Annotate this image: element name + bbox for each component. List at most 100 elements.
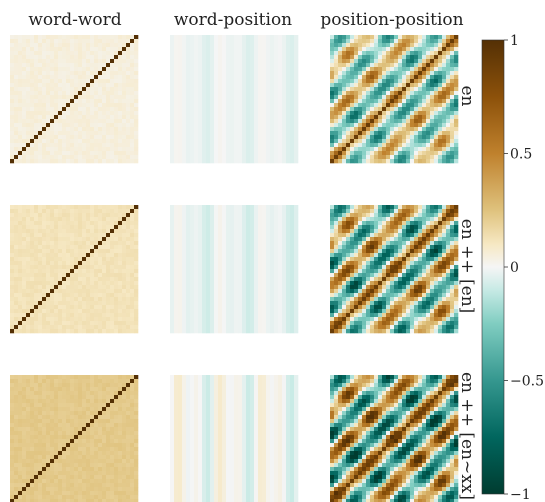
heatmap-cell <box>182 111 187 116</box>
heatmap-cell <box>86 265 91 270</box>
heatmap-cell <box>346 83 351 88</box>
heatmap-cell <box>286 83 291 88</box>
heatmap-cell <box>382 95 387 100</box>
heatmap-cell <box>238 249 243 254</box>
heatmap-cell <box>114 313 119 318</box>
heatmap-cell <box>226 159 231 164</box>
heatmap-cell <box>10 213 15 218</box>
heatmap-cell <box>422 139 427 144</box>
heatmap-panel <box>170 35 299 164</box>
heatmap-cell <box>18 135 23 140</box>
heatmap-cell <box>378 119 383 124</box>
heatmap-cell <box>354 119 359 124</box>
heatmap-cell <box>206 51 211 56</box>
heatmap-cell <box>274 305 279 310</box>
heatmap-cell <box>410 75 415 80</box>
heatmap-cell <box>410 119 415 124</box>
heatmap-cell <box>370 107 375 112</box>
heatmap-cell <box>30 229 35 234</box>
heatmap-cell <box>434 47 439 52</box>
heatmap-cell <box>346 155 351 160</box>
heatmap-cell <box>258 131 263 136</box>
heatmap-cell <box>10 127 15 132</box>
heatmap-cell <box>338 115 343 120</box>
heatmap-cell <box>134 123 139 128</box>
heatmap-cell <box>210 99 215 104</box>
heatmap-cell <box>282 213 287 218</box>
heatmap-cell <box>442 115 447 120</box>
heatmap-cell <box>186 119 191 124</box>
heatmap-cell <box>70 305 75 310</box>
heatmap-cell <box>374 79 379 84</box>
heatmap-cell <box>42 289 47 294</box>
heatmap-cell <box>30 63 35 68</box>
heatmap-cell <box>42 265 47 270</box>
heatmap-cell <box>366 103 371 108</box>
heatmap-cell <box>226 127 231 132</box>
heatmap-cell <box>242 273 247 278</box>
heatmap-cell <box>30 87 35 92</box>
heatmap-cell <box>110 55 115 60</box>
heatmap-cell <box>238 147 243 152</box>
heatmap-cell <box>74 277 79 282</box>
heatmap-cell <box>294 297 299 302</box>
heatmap-cell <box>130 115 135 120</box>
heatmap-cell <box>98 325 103 330</box>
heatmap-cell <box>194 213 199 218</box>
heatmap-cell <box>174 119 179 124</box>
heatmap-cell <box>414 99 419 104</box>
heatmap-cell <box>110 293 115 298</box>
heatmap-cell <box>70 87 75 92</box>
heatmap-cell <box>114 293 119 298</box>
heatmap-cell <box>50 265 55 270</box>
heatmap-cell <box>218 147 223 152</box>
heatmap-cell <box>390 47 395 52</box>
heatmap-cell <box>94 75 99 80</box>
heatmap-cell <box>38 59 43 64</box>
heatmap-cell <box>390 63 395 68</box>
heatmap-cell <box>70 103 75 108</box>
heatmap-cell <box>34 155 39 160</box>
heatmap-cell <box>62 329 67 334</box>
heatmap-cell <box>102 313 107 318</box>
heatmap-cell <box>110 277 115 282</box>
heatmap-cell <box>266 63 271 68</box>
heatmap-cell <box>210 75 215 80</box>
heatmap-cell <box>18 289 23 294</box>
heatmap-cell <box>46 107 51 112</box>
heatmap-cell <box>90 123 95 128</box>
heatmap-cell <box>118 103 123 108</box>
heatmap-cell <box>274 221 279 226</box>
heatmap-cell <box>82 151 87 156</box>
heatmap-cell <box>98 59 103 64</box>
heatmap-cell <box>222 119 227 124</box>
heatmap-cell <box>66 67 71 72</box>
heatmap-cell <box>234 59 239 64</box>
heatmap-cell <box>122 51 127 56</box>
heatmap-cell <box>66 95 71 100</box>
heatmap-cell <box>290 233 295 238</box>
heatmap-cell <box>174 67 179 72</box>
heatmap-cell <box>82 241 87 246</box>
heatmap-cell <box>210 131 215 136</box>
heatmap-cell <box>190 43 195 48</box>
heatmap-cell <box>90 257 95 262</box>
heatmap-cell <box>50 229 55 234</box>
heatmap-cell <box>46 317 51 322</box>
heatmap-cell <box>126 51 131 56</box>
heatmap-cell <box>290 127 295 132</box>
heatmap-cell <box>62 51 67 56</box>
heatmap-cell <box>426 131 431 136</box>
heatmap-cell <box>274 257 279 262</box>
heatmap-cell <box>430 103 435 108</box>
heatmap-cell <box>446 103 451 108</box>
heatmap-cell <box>66 217 71 222</box>
heatmap-cell <box>206 155 211 160</box>
heatmap-cell <box>30 123 35 128</box>
heatmap-cell <box>58 115 63 120</box>
heatmap-cell <box>258 237 263 242</box>
heatmap-cell <box>378 67 383 72</box>
heatmap-cell <box>414 103 419 108</box>
heatmap-cell <box>410 147 415 152</box>
heatmap-cell <box>382 79 387 84</box>
